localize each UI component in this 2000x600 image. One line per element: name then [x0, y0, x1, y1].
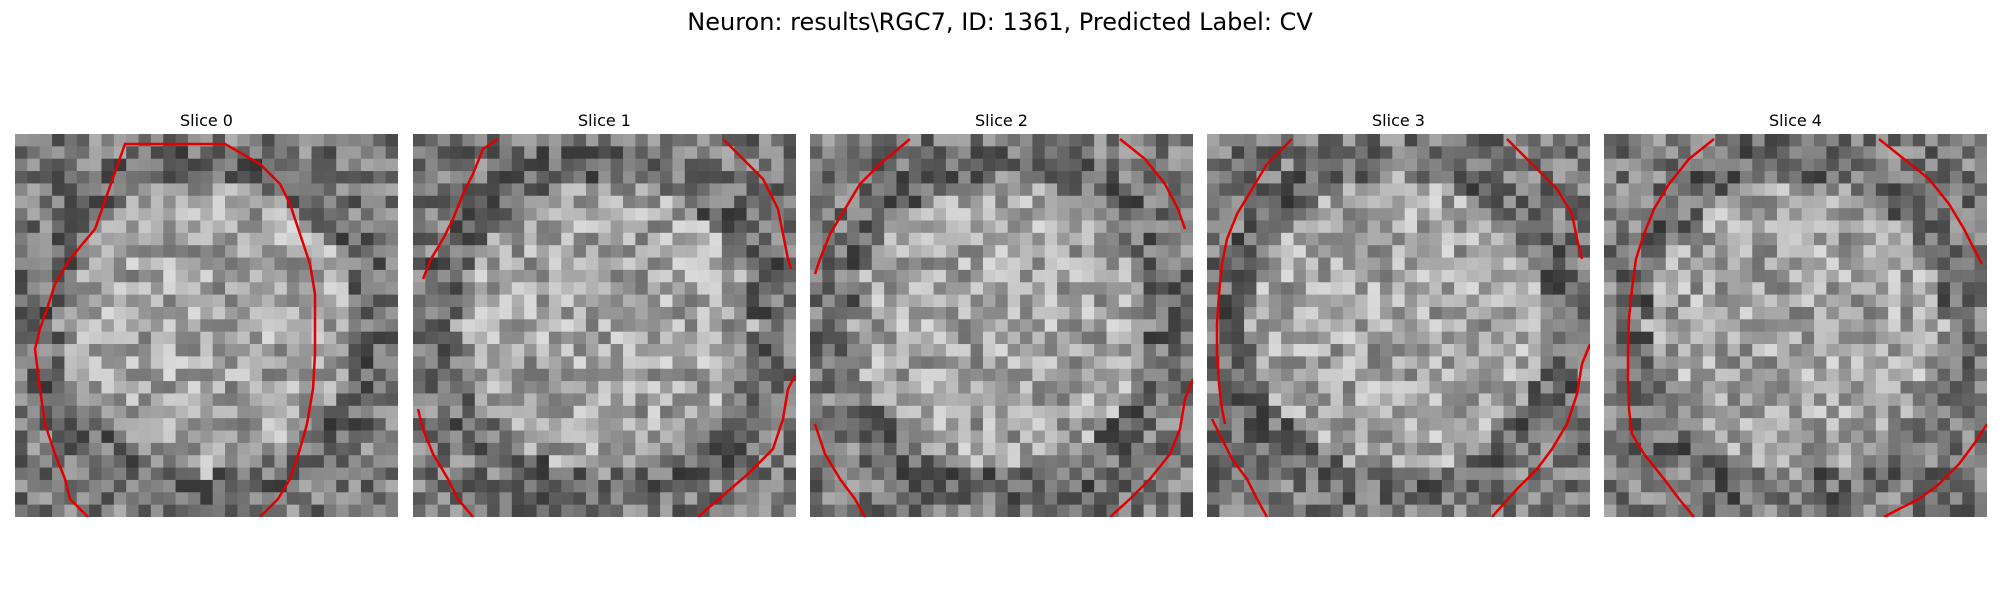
slice-panel-3: Slice 3: [1207, 109, 1590, 517]
contour-1-upper-left: [421, 137, 499, 280]
contour-4-left: [1626, 138, 1715, 517]
contour-4-upper-right: [1878, 138, 1984, 265]
slice-panel-0: Slice 0: [15, 109, 398, 517]
contour-1-lower-left: [416, 408, 474, 517]
slice-image-4: [1604, 134, 1987, 517]
slice-image-3: [1207, 134, 1590, 517]
slice-image-2: [810, 134, 1193, 517]
contour-2-upper-right: [1119, 138, 1187, 230]
contour-3-lower-left: [1210, 418, 1269, 517]
contour-3-left: [1215, 138, 1293, 425]
pixel-grid-0: [15, 134, 398, 517]
slice-title-1: Slice 1: [578, 111, 631, 130]
slice-title-3: Slice 3: [1372, 111, 1425, 130]
pixel-grid-1: [413, 134, 796, 517]
slice-panel-1: Slice 1: [413, 109, 796, 517]
contour-3-upper-right: [1506, 138, 1584, 260]
contour-1-lower-right: [697, 373, 796, 517]
slice-title-0: Slice 0: [180, 111, 233, 130]
slice-panel-2: Slice 2: [810, 109, 1193, 517]
contour-3-lower-right: [1491, 343, 1590, 517]
contour-4-lower-right: [1883, 423, 1987, 517]
slice-title-4: Slice 4: [1769, 111, 1822, 130]
contour-1-upper-right: [722, 138, 793, 270]
contour-2-lower-right: [1109, 378, 1193, 517]
slice-panel-4: Slice 4: [1604, 109, 1987, 517]
pixel-grid-3: [1207, 134, 1590, 517]
contour-2-lower-left: [813, 423, 867, 517]
slice-title-2: Slice 2: [975, 111, 1028, 130]
contour-0: [33, 142, 317, 517]
pixel-grid-2: [810, 134, 1193, 517]
slice-image-0: [15, 134, 398, 517]
contour-2-upper-left: [813, 138, 911, 275]
figure-title: Neuron: results\RGC7, ID: 1361, Predicte…: [687, 8, 1313, 36]
pixel-grid-4: [1604, 134, 1987, 517]
slice-image-1: [413, 134, 796, 517]
